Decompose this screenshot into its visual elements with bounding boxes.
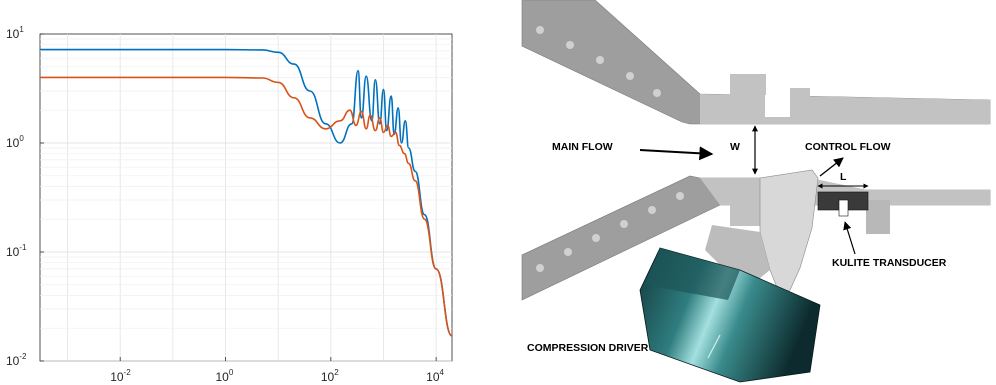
y-tick-label: 100 (6, 134, 24, 150)
w-label: W (730, 141, 740, 153)
x-tick-label: 10-2 (110, 368, 131, 384)
y-tick-label: 10-1 (6, 243, 27, 259)
compression-driver (639, 247, 821, 383)
series-line-1 (40, 48, 453, 337)
control-nozzle (705, 169, 819, 296)
upper-wall (521, 0, 991, 125)
y-tick-label: 10-2 (6, 352, 27, 368)
compression-driver-label: COMPRESSION DRIVER (527, 342, 649, 354)
y-tick-label: 101 (6, 25, 24, 41)
plot-area (39, 33, 453, 362)
y-tick-labels: 10-2 10-1 100 101 (6, 25, 44, 368)
x-tick-label: 100 (216, 368, 234, 384)
l-label: L (840, 171, 847, 183)
main-flow-label: MAIN FLOW (552, 141, 613, 153)
main-flow-arrow (639, 146, 714, 161)
control-flow-arrow (819, 157, 844, 177)
series-layer (39, 48, 453, 337)
x-tick-label: 102 (321, 368, 339, 384)
series-line-2 (39, 76, 453, 337)
kulite-transducer (817, 191, 869, 217)
kulite-label: KULITE TRANSDUCER (832, 257, 947, 269)
x-tick-label: 104 (426, 368, 444, 384)
frequency-response-chart: 10-2 100 102 104 10-2 10-1 100 101 (6, 25, 453, 384)
control-flow-label: CONTROL FLOW (805, 141, 891, 153)
kulite-leader-arrow (843, 221, 856, 255)
x-tick-labels: 10-2 100 102 104 (110, 357, 445, 384)
fluidic-schematic: MAIN FLOW W CONTROL FLOW L KULITE TRANSD… (521, 0, 991, 383)
